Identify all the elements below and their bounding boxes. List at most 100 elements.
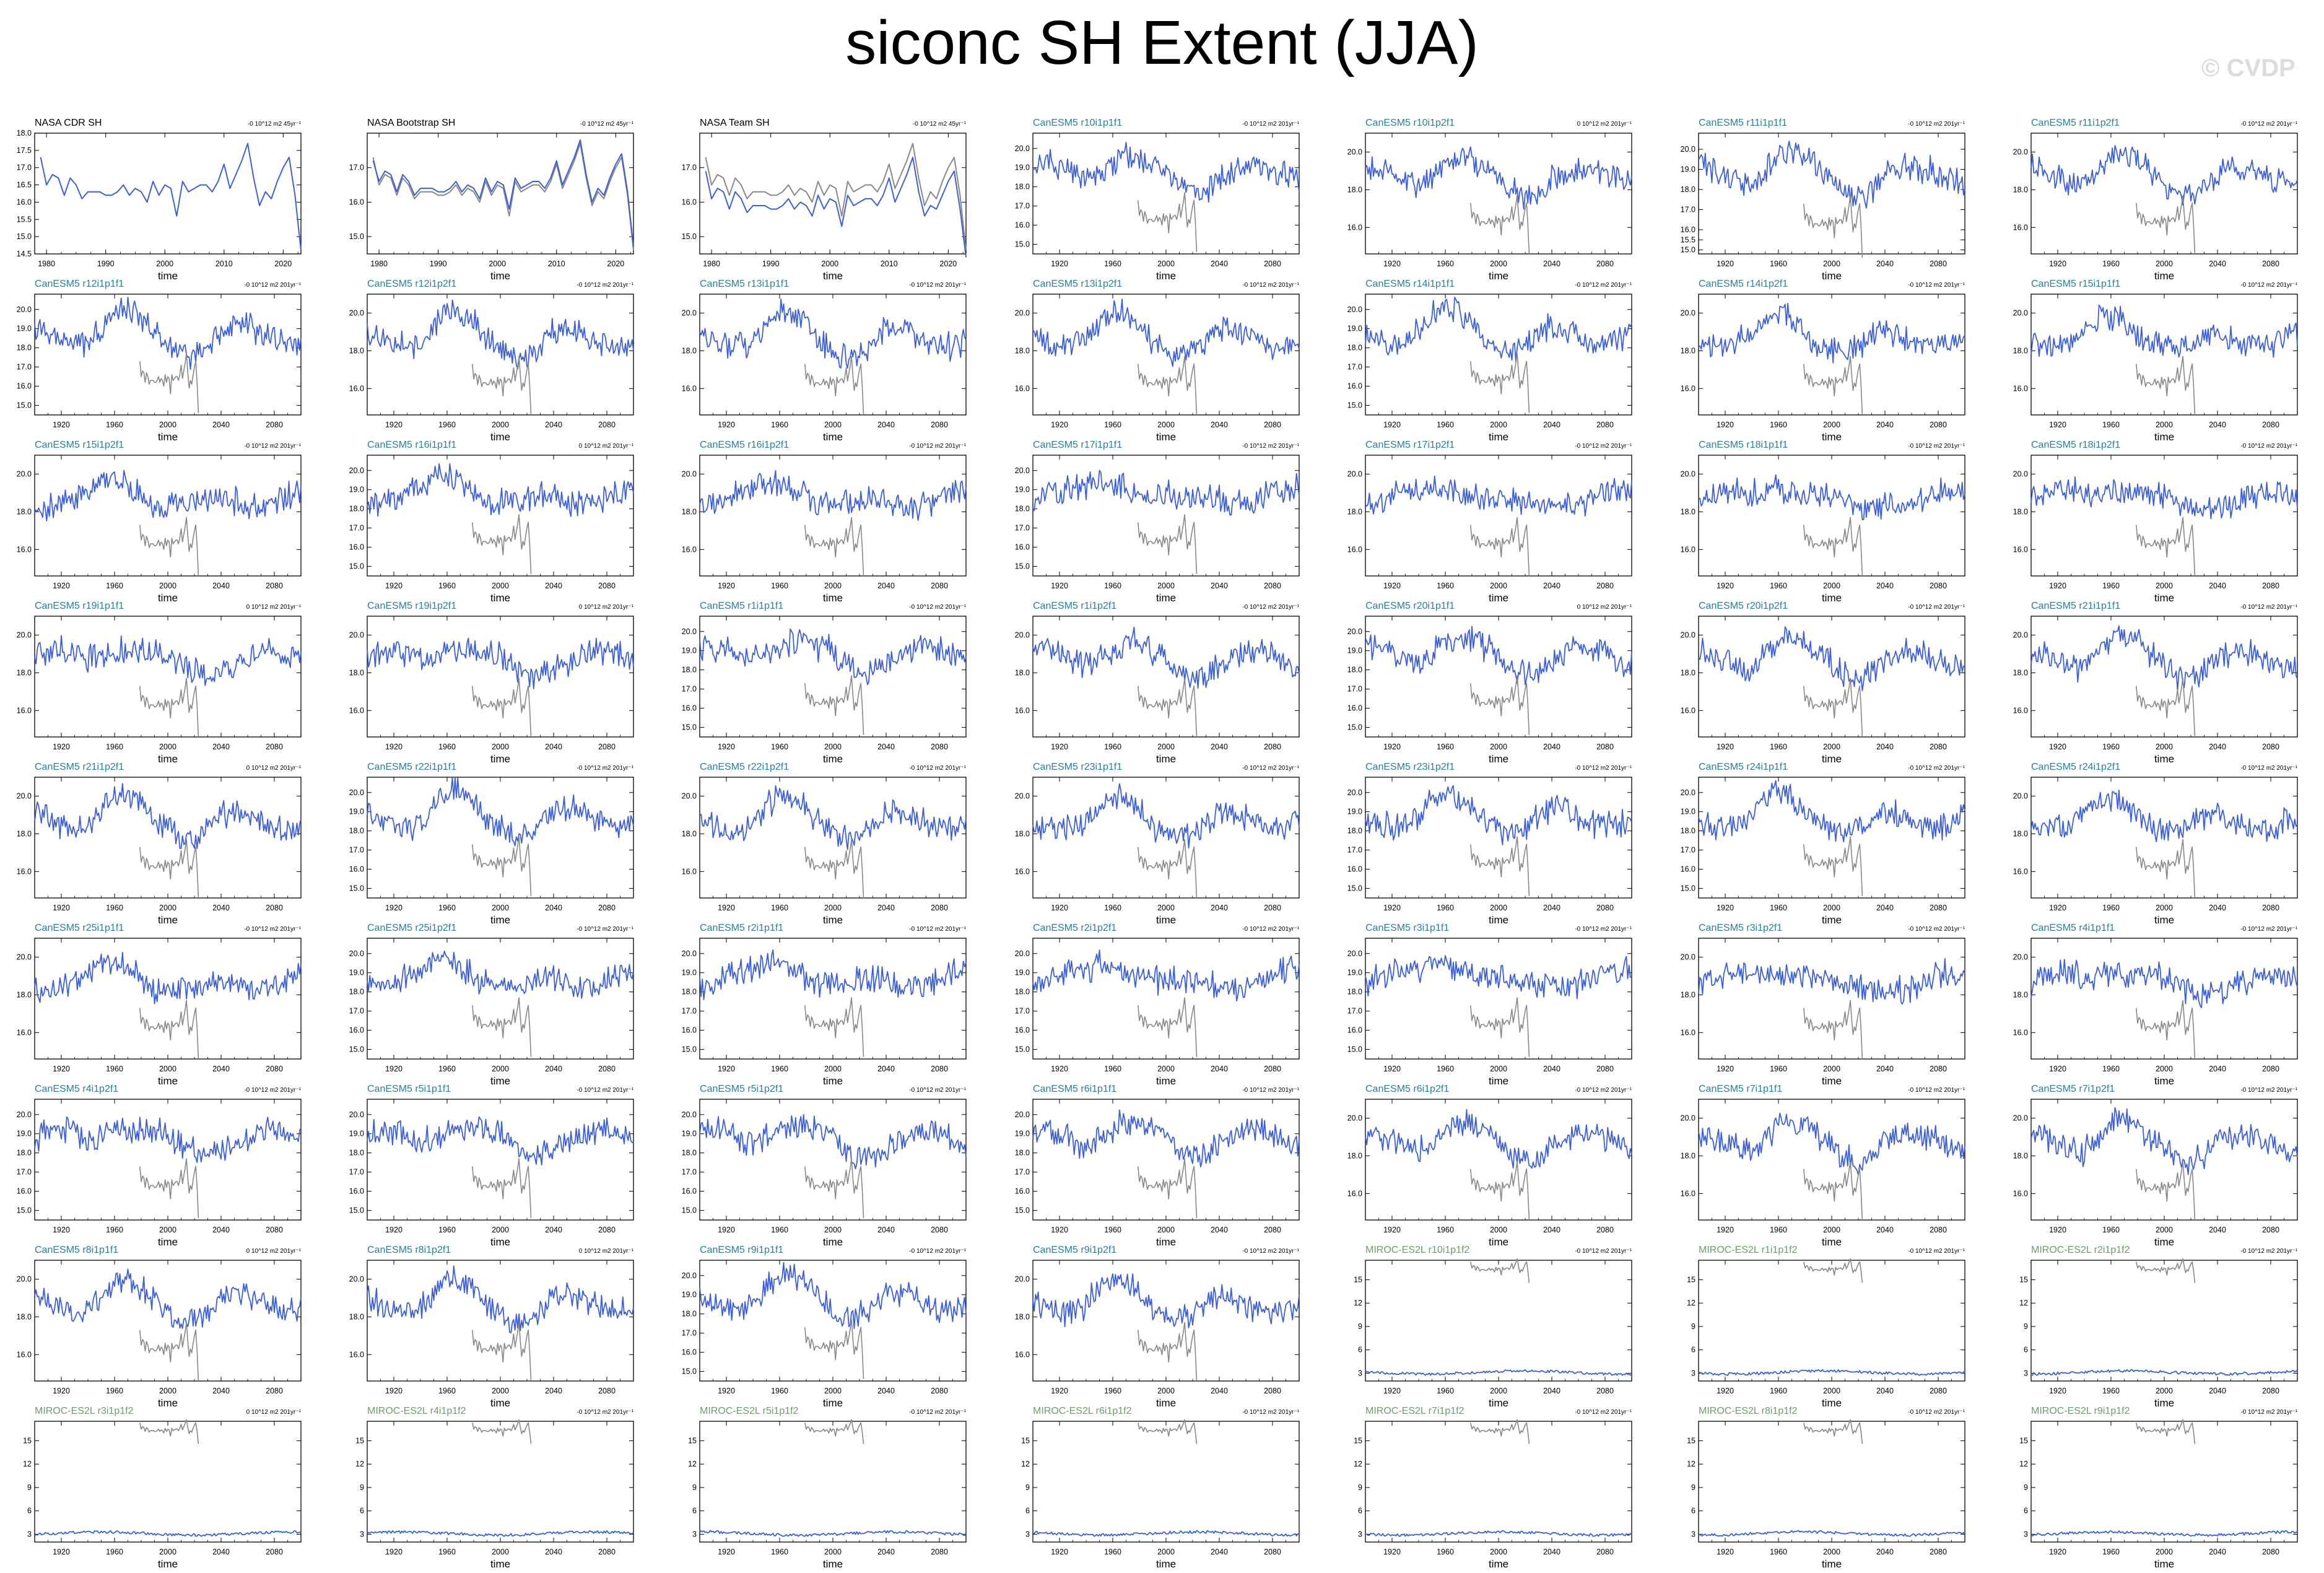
x-tick-label: 2080: [598, 582, 616, 590]
x-tick-label: 2000: [824, 582, 842, 590]
y-tick-label: 19.0: [349, 1130, 364, 1138]
plot-frame: [1365, 1421, 1632, 1543]
y-tick-label: 16.0: [1015, 384, 1030, 393]
x-tick-label: 2000: [1823, 259, 1840, 268]
y-tick-label: 16.0: [17, 382, 32, 391]
plot-frame: [2030, 455, 2298, 577]
x-tick-label: 2080: [598, 420, 616, 429]
x-tick-label: 2080: [2262, 420, 2279, 429]
y-tick-label: 15: [2019, 1275, 2028, 1284]
y-tick-label: 18.0: [1681, 827, 1695, 835]
panel-trend: -0 10^12 m2 201yr⁻¹: [909, 604, 966, 611]
model-series-line: [34, 783, 302, 849]
x-tick-label: 2080: [598, 1387, 616, 1395]
y-tick-label: 15.5: [1681, 235, 1695, 244]
panel-title: MIROC-ES2L r8i1p1f2: [1699, 1406, 1798, 1416]
observation-overlay-line: [1138, 355, 1198, 416]
x-tick-label: 2080: [2262, 1548, 2279, 1556]
x-tick-label: 2000: [1157, 1548, 1175, 1556]
plot-frame: [699, 1421, 967, 1543]
y-tick-label: 17.0: [682, 1007, 697, 1016]
chart-panel: MIROC-ES2L r10i1p1f2 -0 10^12 m2 201yr⁻¹ 1…: [1354, 1245, 1632, 1409]
y-tick-label: 18.0: [2013, 829, 2028, 838]
panel-title: MIROC-ES2L r6i1p1f2: [1033, 1406, 1132, 1416]
panel-title: CanESM5 r20i1p2f1: [1699, 601, 1788, 611]
chart-panel: CanESM5 r12i1p1f1 -0 10^12 m2 201yr⁻¹ 1920…: [17, 279, 302, 443]
x-tick-label: 2000: [159, 1226, 176, 1234]
x-tick-label: 2080: [1930, 1226, 1947, 1234]
x-tick-label: 2080: [931, 1065, 948, 1073]
y-tick-label: 16.0: [1681, 706, 1695, 715]
y-tick-label: 16.0: [349, 706, 364, 715]
panel-title: NASA Team SH: [700, 118, 770, 128]
y-tick-label: 15: [1687, 1436, 1695, 1445]
panel-trend: 0 10^12 m2 201yr⁻¹: [246, 1409, 302, 1416]
observation-overlay-line: [1470, 675, 1530, 735]
observed-series-line: [372, 139, 634, 248]
chart-panel: CanESM5 r22i1p1f1 -0 10^12 m2 201yr⁻¹ 1920…: [349, 762, 634, 926]
model-series-line: [367, 951, 634, 999]
chart-panel: CanESM5 r7i1p2f1 -0 10^12 m2 201yr⁻¹ 1920 1…: [2013, 1084, 2298, 1248]
y-tick-label: 18.0: [17, 829, 32, 838]
x-tick-label: 2080: [2262, 582, 2279, 590]
plot-frame: [367, 294, 634, 416]
figure-title: siconc SH Extent (JJA): [845, 8, 1479, 77]
observation-overlay-line: [139, 678, 199, 738]
x-tick-label: 2000: [1157, 259, 1175, 268]
y-tick-label: 20.0: [349, 308, 364, 317]
x-tick-label: 1920: [718, 743, 735, 751]
y-tick-label: 20.0: [349, 788, 364, 797]
y-tick-label: 17.0: [1347, 363, 1362, 372]
x-tick-label: 2000: [1490, 1548, 1507, 1556]
y-tick-label: 17.0: [349, 846, 364, 855]
observation-overlay-line: [139, 1000, 199, 1060]
observation-overlay-line: [1138, 1158, 1198, 1218]
x-tick-label: 2000: [1823, 420, 1840, 429]
x-tick-label: 1960: [1770, 582, 1787, 590]
x-tick-label: 2000: [1157, 1387, 1175, 1395]
plot-frame: [1698, 1099, 1965, 1221]
x-tick-label: 2000: [1490, 259, 1507, 268]
x-tick-label: 1920: [1383, 1065, 1401, 1073]
observed-series-line: [40, 142, 302, 251]
panel-title: CanESM5 r2i1p1f1: [700, 923, 783, 933]
panel-trend: -0 10^12 m2 201yr⁻¹: [909, 765, 966, 772]
plot-frame: [1698, 777, 1965, 899]
x-tick-label: 2080: [598, 743, 616, 751]
panel-title: CanESM5 r17i1p1f1: [1033, 440, 1122, 450]
y-tick-label: 16.0: [682, 1187, 697, 1196]
y-tick-label: 19.0: [682, 1291, 697, 1299]
panel-title: CanESM5 r20i1p1f1: [1365, 601, 1455, 611]
observation-overlay-line: [804, 839, 864, 899]
x-tick-label: 1960: [106, 420, 123, 429]
plot-frame: [1698, 133, 1965, 255]
chart-panel: NASA Team SH -0 10^12 m2 45yr⁻¹ 1980 1990 20…: [682, 118, 967, 282]
y-tick-label: 20.0: [17, 630, 32, 639]
observation-overlay-line: [1138, 678, 1198, 738]
x-tick-label: 2040: [212, 420, 230, 429]
y-tick-label: 16.0: [682, 198, 697, 206]
model-series-line: [699, 470, 967, 521]
y-tick-label: 16.0: [682, 867, 697, 876]
y-tick-label: 16.0: [1681, 865, 1695, 874]
panel-trend: -0 10^12 m2 201yr⁻¹: [1242, 765, 1299, 772]
y-tick-label: 20.0: [1015, 466, 1030, 475]
chart-panel: CanESM5 r19i1p2f1 0 10^12 m2 201yr⁻¹ 1920 1…: [349, 601, 634, 765]
x-axis-label: time: [823, 431, 843, 443]
panel-trend: -0 10^12 m2 201yr⁻¹: [909, 926, 966, 933]
panel-trend: -0 10^12 m2 45yr⁻¹: [248, 121, 302, 128]
x-tick-label: 2080: [1596, 1387, 1614, 1395]
observation-overlay-line: [1138, 839, 1198, 899]
panel-title: CanESM5 r5i1p2f1: [700, 1084, 783, 1094]
observation-overlay-line: [472, 997, 532, 1057]
y-tick-label: 6: [2024, 1507, 2028, 1515]
x-tick-label: 2040: [1876, 1387, 1894, 1395]
x-tick-label: 2040: [877, 420, 895, 429]
x-tick-label: 2040: [877, 1226, 895, 1234]
chart-panel: NASA Bootstrap SH -0 10^12 m2 45yr⁻¹ 1980 1…: [349, 118, 634, 282]
y-tick-label: 17.0: [1347, 685, 1362, 694]
plot-frame: [1032, 294, 1300, 416]
panel-title: CanESM5 r19i1p2f1: [367, 601, 456, 611]
reference-series-line: [372, 142, 634, 251]
x-tick-label: 2080: [1596, 743, 1614, 751]
